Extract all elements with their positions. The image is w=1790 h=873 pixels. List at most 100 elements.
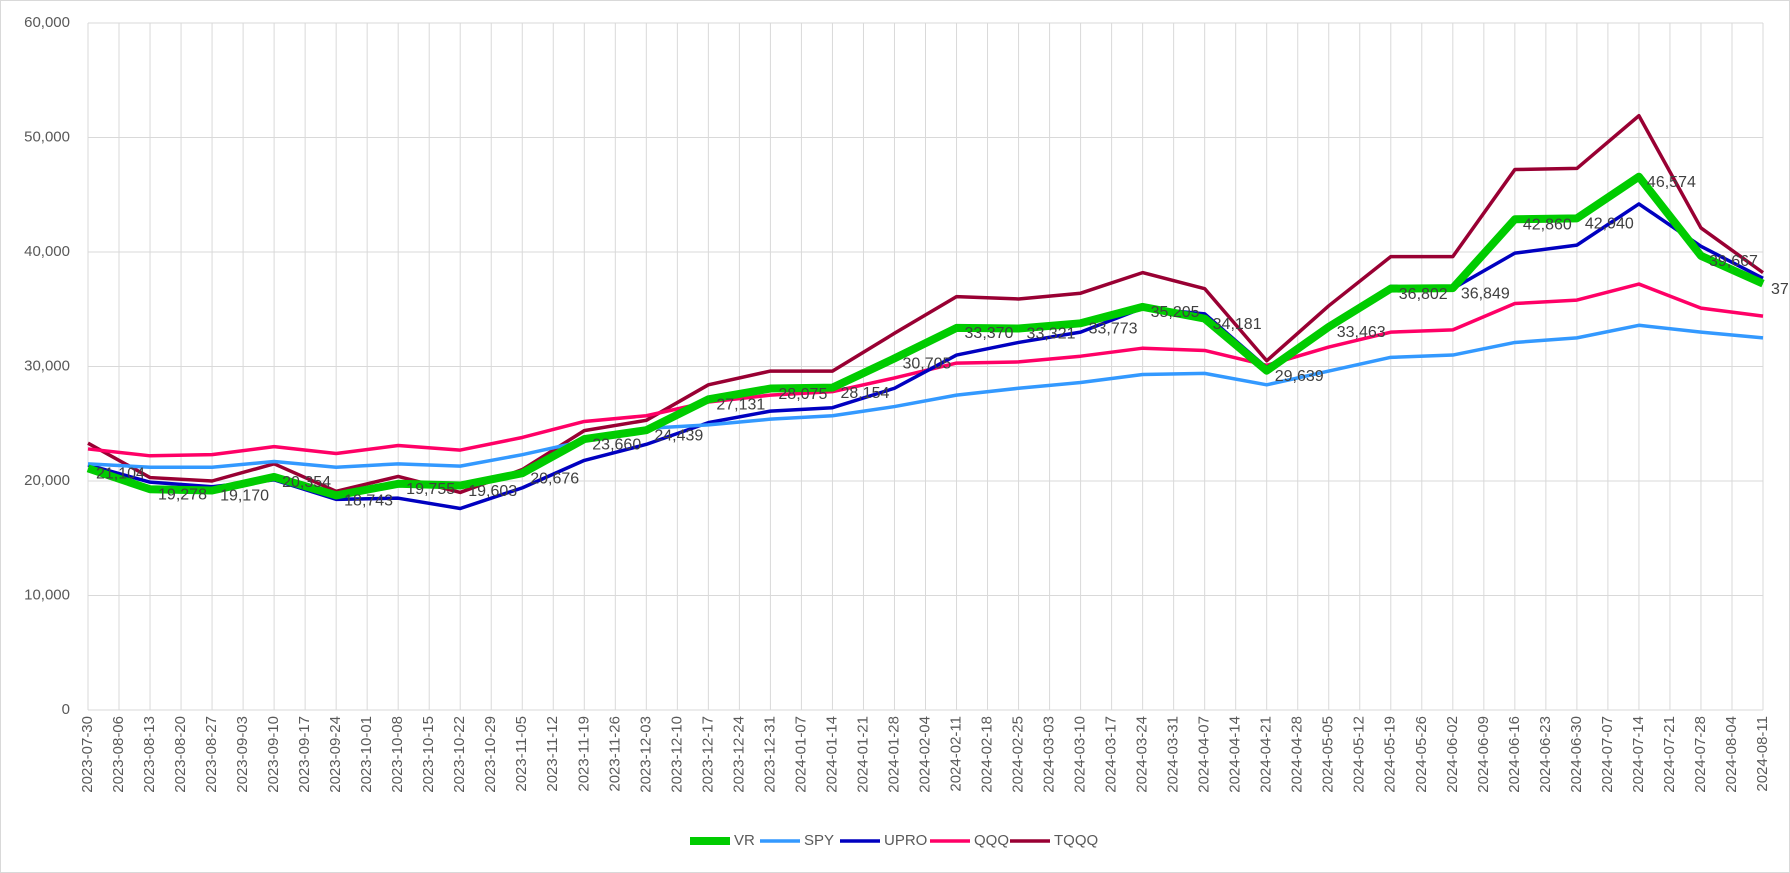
legend-label: TQQQ	[1054, 832, 1098, 849]
x-tick-label: 2024-07-28	[1692, 716, 1709, 793]
data-label: 39,667	[1709, 253, 1758, 270]
x-tick-label: 2024-05-12	[1351, 716, 1368, 793]
y-tick-label: 50,000	[24, 128, 70, 145]
x-tick-label: 2024-08-04	[1723, 716, 1740, 793]
data-label: 35,205	[1151, 304, 1200, 321]
data-label: 19,603	[468, 483, 517, 500]
x-tick-label: 2023-11-12	[544, 716, 561, 792]
legend-label: UPRO	[884, 832, 927, 849]
y-tick-label: 10,000	[24, 586, 70, 603]
data-label: 27,131	[716, 397, 765, 414]
x-tick-label: 2024-03-31	[1165, 716, 1182, 793]
x-tick-label: 2023-12-17	[699, 716, 716, 793]
data-label: 46,574	[1647, 174, 1696, 191]
x-tick-label: 2023-08-27	[203, 716, 220, 793]
x-tick-label: 2023-10-01	[358, 716, 375, 793]
data-label: 33,370	[965, 325, 1014, 342]
x-tick-label: 2024-05-05	[1320, 716, 1337, 793]
data-label: 30,705	[902, 356, 951, 373]
x-tick-label: 2024-07-21	[1661, 716, 1678, 793]
series-line	[86, 172, 1765, 500]
x-tick-label: 2024-02-04	[916, 716, 933, 793]
x-tick-label: 2024-07-14	[1630, 716, 1647, 793]
data-label: 29,639	[1275, 368, 1324, 385]
x-tick-label: 2023-12-10	[668, 716, 685, 793]
x-tick-label: 2024-01-21	[854, 716, 871, 793]
data-label: 33,463	[1337, 324, 1386, 341]
data-label: 33,773	[1089, 321, 1138, 338]
legend-label: QQQ	[974, 832, 1009, 849]
x-tick-label: 2024-06-16	[1506, 716, 1523, 793]
series-line	[87, 323, 1764, 470]
x-tick-label: 2024-04-07	[1196, 716, 1213, 793]
x-tick-label: 2023-12-03	[637, 716, 654, 793]
data-label: 28,075	[778, 386, 827, 403]
x-tick-label: 2023-12-24	[730, 716, 747, 793]
x-tick-label: 2024-01-14	[823, 716, 840, 793]
x-tick-label: 2023-08-20	[172, 716, 189, 793]
x-tick-label: 2024-07-07	[1599, 716, 1616, 793]
data-label: 19,170	[220, 488, 269, 505]
data-label: 33,321	[1027, 326, 1076, 343]
y-tick-label: 20,000	[24, 472, 70, 489]
x-tick-label: 2024-06-09	[1475, 716, 1492, 793]
x-tick-label: 2024-03-10	[1072, 716, 1089, 793]
x-tick-label: 2023-12-31	[761, 716, 778, 793]
data-label: 19,278	[158, 486, 207, 503]
data-label: 36,802	[1399, 286, 1448, 303]
data-label: 28,154	[840, 385, 889, 402]
y-tick-label: 0	[62, 701, 70, 718]
x-tick-label: 2024-08-11	[1754, 716, 1771, 792]
y-tick-label: 40,000	[24, 243, 70, 260]
x-tick-label: 2023-09-10	[265, 716, 282, 793]
x-tick-label: 2024-04-14	[1227, 716, 1244, 793]
data-label: 21,104	[96, 466, 145, 483]
x-tick-label: 2024-04-21	[1258, 716, 1275, 793]
x-tick-label: 2024-03-24	[1134, 716, 1151, 793]
x-tick-label: 2024-03-17	[1103, 716, 1120, 793]
data-label: 20,354	[282, 474, 331, 491]
series-line	[87, 202, 1764, 511]
x-tick-label: 2024-01-28	[885, 716, 902, 793]
x-tick-label: 2024-03-03	[1041, 716, 1058, 793]
x-tick-label: 2024-02-11	[947, 716, 964, 792]
y-tick-label: 30,000	[24, 357, 70, 374]
x-tick-label: 2023-10-22	[451, 716, 468, 793]
x-tick-label: 2024-02-25	[1010, 716, 1027, 793]
x-tick-label: 2024-02-18	[979, 716, 996, 793]
x-tick-label: 2023-10-29	[482, 716, 499, 793]
x-tick-label: 2023-08-06	[110, 716, 127, 793]
data-label: 18,743	[344, 493, 393, 510]
data-label: 20,676	[530, 470, 579, 487]
x-tick-label: 2023-09-17	[296, 716, 313, 793]
x-tick-label: 2024-06-23	[1537, 716, 1554, 793]
x-tick-label: 2023-09-03	[234, 716, 251, 793]
data-label: 24,439	[654, 427, 703, 444]
data-label: 36,849	[1461, 285, 1510, 302]
y-tick-label: 60,000	[24, 14, 70, 31]
x-tick-label: 2023-11-05	[513, 716, 530, 792]
x-tick-label: 2023-10-15	[420, 716, 437, 793]
series-line	[87, 113, 1765, 495]
x-tick-label: 2024-04-28	[1289, 716, 1306, 793]
data-label: 37,241	[1771, 281, 1790, 298]
data-label: 34,181	[1213, 316, 1262, 333]
legend-label: VR	[734, 832, 755, 849]
x-tick-label: 2023-07-30	[79, 716, 96, 793]
legend-label: SPY	[804, 832, 834, 849]
x-tick-label: 2024-01-07	[792, 716, 809, 793]
data-label: 23,660	[592, 436, 641, 453]
data-label: 42,860	[1523, 216, 1572, 233]
x-tick-label: 2024-05-26	[1413, 716, 1430, 793]
x-tick-label: 2024-05-19	[1382, 716, 1399, 793]
x-tick-label: 2023-10-08	[389, 716, 406, 793]
data-label: 42,940	[1585, 216, 1634, 233]
x-tick-label: 2023-11-19	[575, 716, 592, 792]
x-tick-label: 2024-06-30	[1568, 716, 1585, 793]
x-tick-label: 2023-08-13	[141, 716, 158, 793]
x-tick-label: 2023-11-26	[606, 716, 623, 792]
data-label: 19,755	[406, 481, 455, 498]
x-tick-label: 2023-09-24	[327, 716, 344, 793]
